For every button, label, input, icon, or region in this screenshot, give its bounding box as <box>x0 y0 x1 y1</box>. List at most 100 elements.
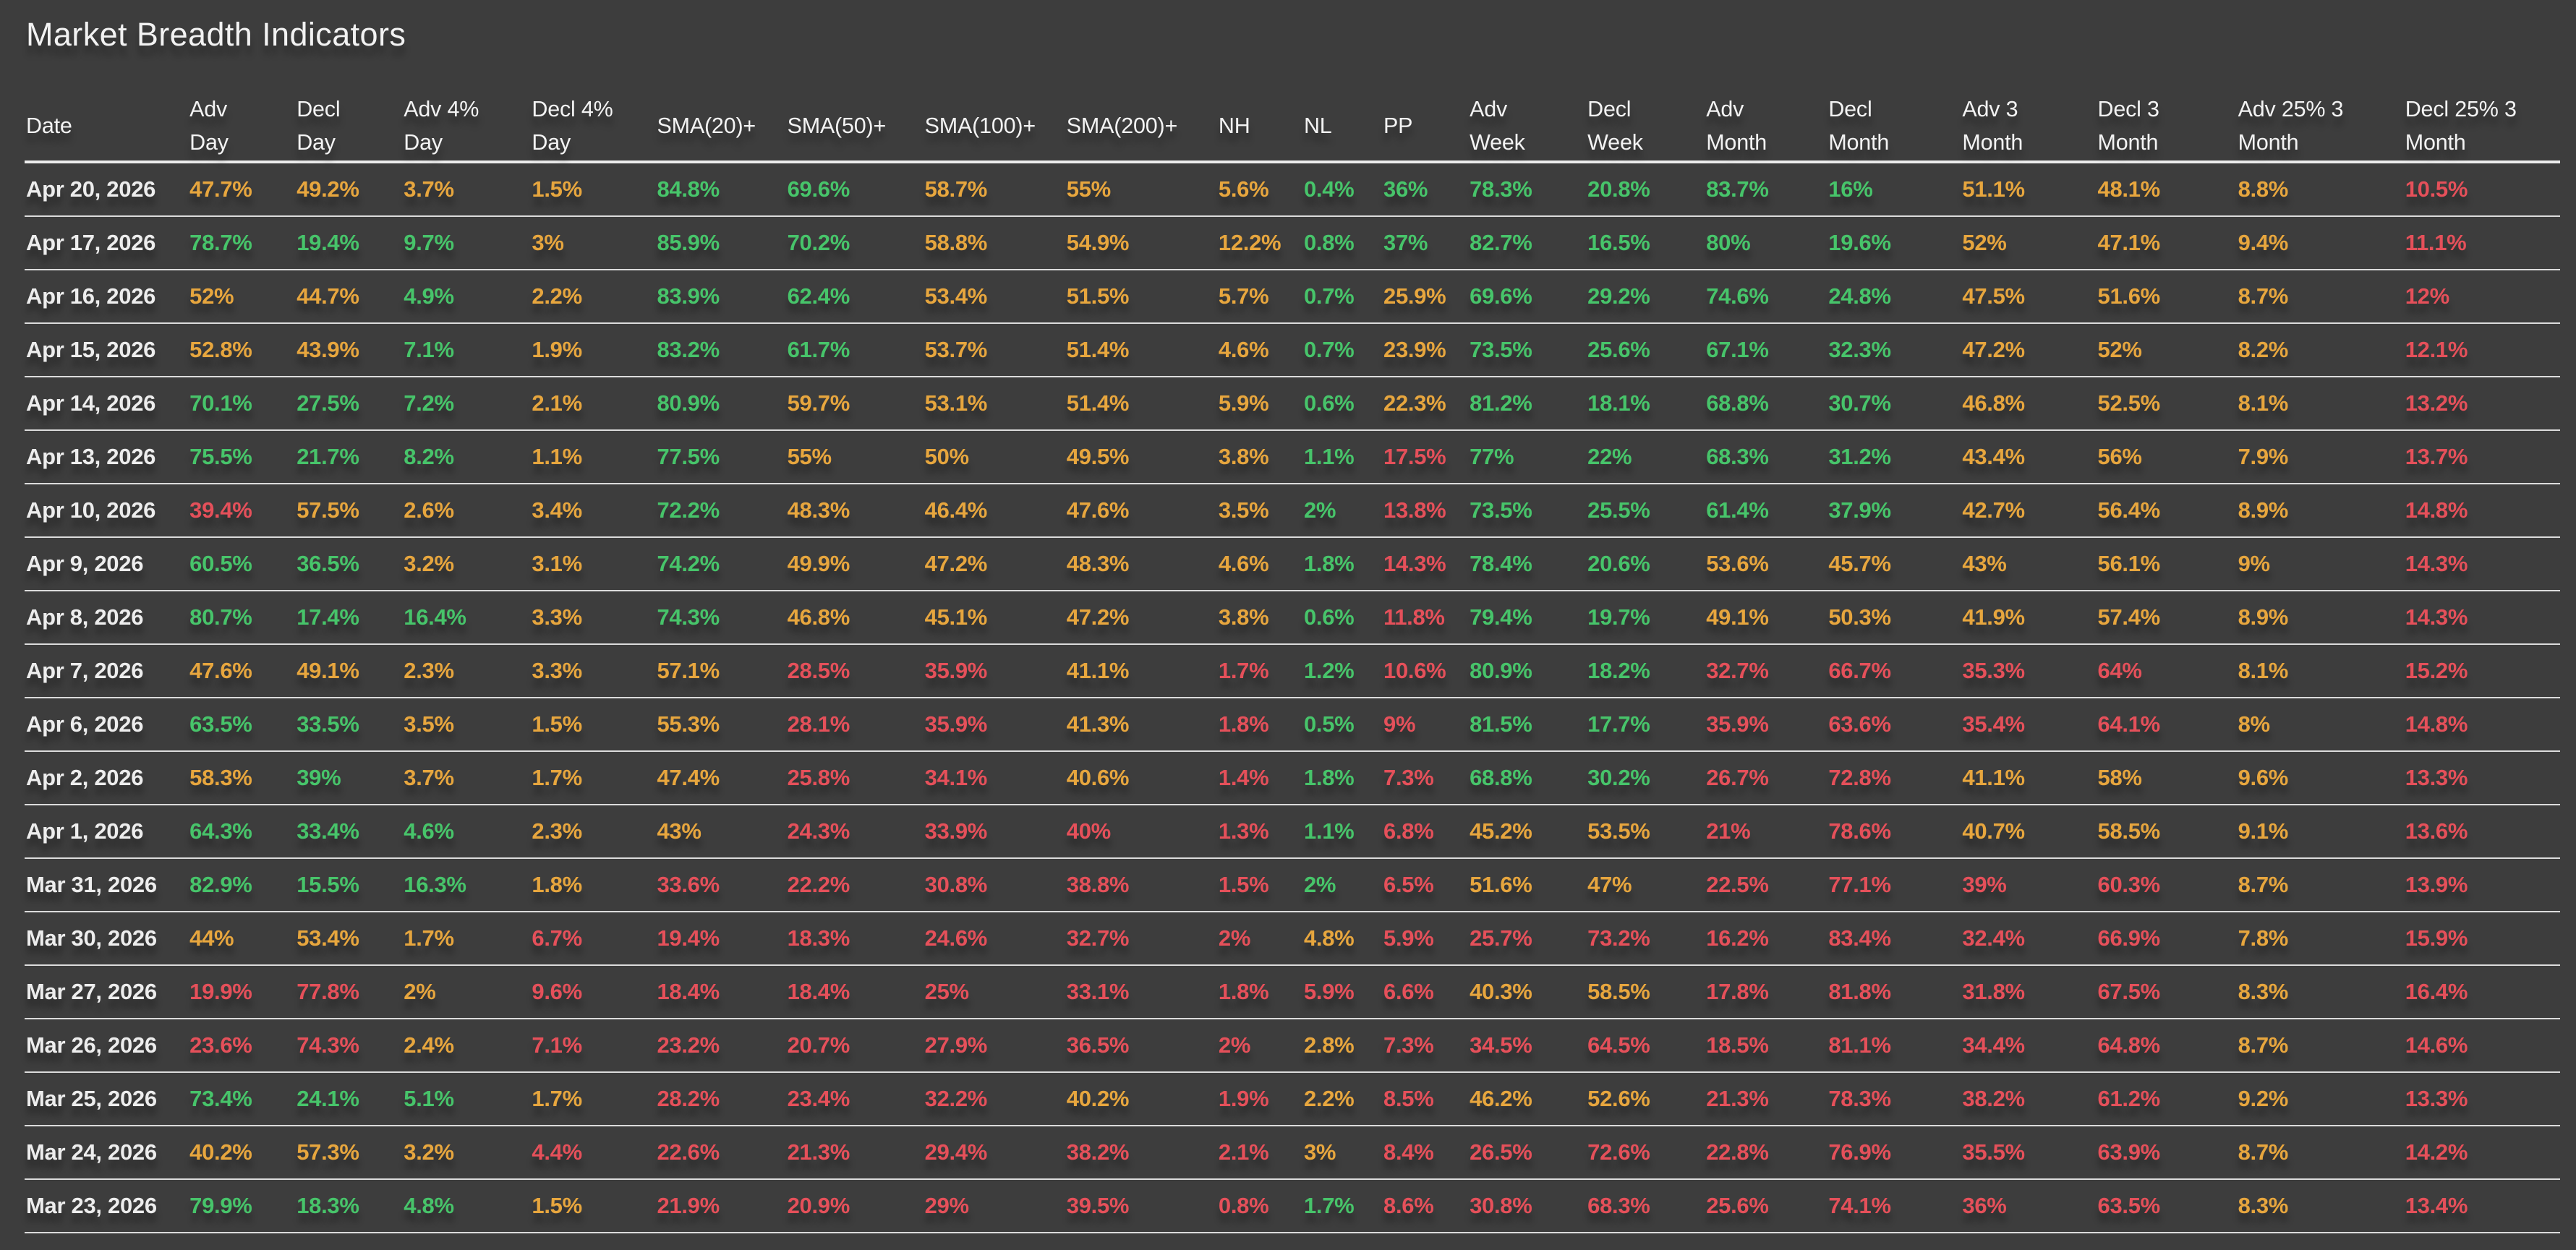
cell-nl: 3% <box>1302 1126 1382 1180</box>
cell-adv-25pct-3-month: 8% <box>2236 698 2404 752</box>
cell-sma200: 40% <box>1065 805 1217 859</box>
date-cell: Mar 26, 2026 <box>25 1019 189 1073</box>
cell-nh: 1.4% <box>1216 751 1302 805</box>
cell-decl-4pct-day: 3.1% <box>530 537 656 591</box>
cell-sma20: 28.2% <box>655 1072 786 1126</box>
cell-adv-month: 22.5% <box>1705 858 1827 912</box>
cell-adv-week: 78.3% <box>1468 162 1587 217</box>
table-row: Apr 1, 2026 64.3% 33.4% 4.6% 2.3% 43% 24.3% 33.… <box>25 805 2560 859</box>
cell-decl-day: 27.5% <box>295 377 403 431</box>
table-row: Apr 13, 2026 75.5% 21.7% 8.2% 1.1% 77.5% 55% 50… <box>25 430 2560 484</box>
cell-adv-4pct-day: 7.2% <box>402 377 531 431</box>
cell-adv-4pct-day: 5.1% <box>402 1072 531 1126</box>
cell-decl-week: 64.5% <box>1586 1019 1705 1073</box>
cell-adv-week: 45.2% <box>1468 805 1587 859</box>
cell-decl-week: 22% <box>1586 430 1705 484</box>
cell-sma200: 51.5% <box>1065 270 1217 324</box>
date-cell: Mar 31, 2026 <box>25 858 189 912</box>
cell-nh: 5.6% <box>1216 162 1302 217</box>
cell-adv-day: 47.6% <box>188 644 296 698</box>
cell-adv-week: 82.7% <box>1468 216 1587 270</box>
cell-sma200: 32.7% <box>1065 912 1217 966</box>
cell-decl-3-month: 52.5% <box>2096 377 2237 431</box>
column-header-adv-25pct-3-month: Adv 25% 3 Month <box>2236 75 2404 163</box>
cell-decl-month: 19.6% <box>1827 216 1961 270</box>
cell-sma100: 27.9% <box>923 1019 1065 1073</box>
cell-decl-week: 52.6% <box>1586 1072 1705 1126</box>
cell-nl: 1.8% <box>1302 537 1382 591</box>
cell-decl-25pct-3-month: 13.7% <box>2403 430 2560 484</box>
cell-adv-week: 73.5% <box>1468 484 1587 538</box>
cell-adv-day: 75.5% <box>188 430 296 484</box>
cell-adv-25pct-3-month: 8.1% <box>2236 644 2404 698</box>
table-row: Apr 7, 2026 47.6% 49.1% 2.3% 3.3% 57.1% 28.5% 3… <box>25 644 2560 698</box>
column-header-sma20: SMA(20)+ <box>655 75 786 163</box>
cell-adv-week: 46.2% <box>1468 1072 1587 1126</box>
cell-decl-month: 81.1% <box>1827 1019 1961 1073</box>
cell-nl: 0.6% <box>1302 377 1382 431</box>
table-row: Apr 9, 2026 60.5% 36.5% 3.2% 3.1% 74.2% 49.9% 4… <box>25 537 2560 591</box>
cell-sma200: 41.1% <box>1065 644 1217 698</box>
cell-decl-month: 63.6% <box>1827 698 1961 752</box>
cell-adv-month: 68.8% <box>1705 377 1827 431</box>
cell-nh: 3.8% <box>1216 430 1302 484</box>
cell-sma20: 83.2% <box>655 323 786 377</box>
cell-adv-3-month: 32.4% <box>1961 912 2097 966</box>
cell-sma20: 83.9% <box>655 270 786 324</box>
cell-sma50: 21.3% <box>785 1126 924 1180</box>
cell-pp: 11.8% <box>1382 591 1469 645</box>
cell-sma20: 77.5% <box>655 430 786 484</box>
cell-decl-25pct-3-month: 10.5% <box>2403 162 2560 217</box>
cell-decl-3-month: 64% <box>2096 644 2237 698</box>
cell-adv-4pct-day: 16.4% <box>402 591 531 645</box>
cell-nh: 3.8% <box>1216 591 1302 645</box>
cell-adv-4pct-day: 2.6% <box>402 484 531 538</box>
cell-decl-week: 73.2% <box>1586 912 1705 966</box>
cell-pp: 10.6% <box>1382 644 1469 698</box>
cell-adv-month: 26.7% <box>1705 751 1827 805</box>
cell-adv-4pct-day: 9.7% <box>402 216 531 270</box>
cell-nh: 1.7% <box>1216 644 1302 698</box>
cell-nl: 0.6% <box>1302 591 1382 645</box>
cell-sma20: 84.8% <box>655 162 786 217</box>
column-header-decl-4pct-day: Decl 4% Day <box>530 75 656 163</box>
cell-pp: 7.3% <box>1382 751 1469 805</box>
table-row: Mar 24, 2026 40.2% 57.3% 3.2% 4.4% 22.6% 21.3%… <box>25 1126 2560 1180</box>
cell-adv-4pct-day: 4.8% <box>402 1179 531 1233</box>
cell-sma20: 55.3% <box>655 698 786 752</box>
date-cell: Apr 7, 2026 <box>25 644 189 698</box>
cell-adv-day: 58.3% <box>188 751 296 805</box>
cell-sma50: 23.4% <box>785 1072 924 1126</box>
date-cell: Mar 24, 2026 <box>25 1126 189 1180</box>
cell-adv-month: 21.3% <box>1705 1072 1827 1126</box>
cell-decl-25pct-3-month: 14.3% <box>2403 537 2560 591</box>
cell-adv-week: 34.5% <box>1468 1019 1587 1073</box>
cell-sma100: 50% <box>923 430 1065 484</box>
cell-sma200: 39.5% <box>1065 1179 1217 1233</box>
cell-sma200: 38.8% <box>1065 858 1217 912</box>
cell-adv-25pct-3-month: 7.8% <box>2236 912 2404 966</box>
cell-nl: 5.9% <box>1302 965 1382 1019</box>
cell-sma200: 55% <box>1065 162 1217 217</box>
date-cell: Apr 20, 2026 <box>25 162 189 217</box>
cell-decl-4pct-day: 3.3% <box>530 644 656 698</box>
cell-adv-3-month: 38.2% <box>1961 1072 2097 1126</box>
header-row: Date Adv Day Decl Day Adv 4% Day Decl 4% Day… <box>25 75 2560 163</box>
cell-nh: 4.6% <box>1216 537 1302 591</box>
cell-sma50: 55% <box>785 430 924 484</box>
cell-sma100: 25% <box>923 965 1065 1019</box>
date-cell: Mar 25, 2026 <box>25 1072 189 1126</box>
cell-nl: 0.7% <box>1302 323 1382 377</box>
cell-decl-25pct-3-month: 13.6% <box>2403 805 2560 859</box>
cell-sma200: 36.5% <box>1065 1019 1217 1073</box>
cell-decl-month: 74.1% <box>1827 1179 1961 1233</box>
cell-decl-25pct-3-month: 12% <box>2403 270 2560 324</box>
cell-decl-month: 83.4% <box>1827 912 1961 966</box>
cell-sma200: 51.4% <box>1065 377 1217 431</box>
cell-adv-week: 81.5% <box>1468 698 1587 752</box>
cell-adv-25pct-3-month: 8.9% <box>2236 591 2404 645</box>
cell-nl: 0.7% <box>1302 270 1382 324</box>
table-row: Mar 26, 2026 23.6% 74.3% 2.4% 7.1% 23.2% 20.7%… <box>25 1019 2560 1073</box>
cell-adv-4pct-day: 3.7% <box>402 751 531 805</box>
